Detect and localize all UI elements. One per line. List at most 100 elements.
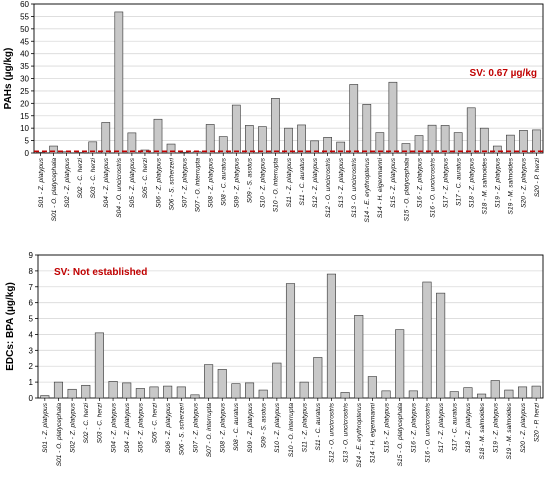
- bar: [245, 382, 255, 399]
- y-tick-label: 55: [20, 12, 29, 21]
- bar: [40, 395, 50, 399]
- category-label: S14 - E. erythropterus: [356, 402, 363, 467]
- category-label: S06 - S. scherzeri: [179, 402, 186, 455]
- category-label: S01 - O. platycephala: [51, 158, 58, 222]
- category-label: S03 - C. herzi: [90, 157, 97, 198]
- bar: [349, 84, 359, 154]
- category-label: S06 - S. scherzeri: [168, 157, 175, 210]
- bar: [231, 104, 241, 154]
- bar: [190, 394, 200, 399]
- bar: [375, 132, 385, 154]
- category-label: S09 - S. asotus: [261, 402, 268, 448]
- bar: [367, 376, 377, 399]
- bar: [122, 382, 132, 399]
- category-label: S16 - O. uncicrostris: [429, 157, 436, 217]
- category-label: S18 - M. salmoides: [482, 157, 489, 214]
- category-label: S19 - M. salmoides: [508, 157, 515, 214]
- category-label: S11 - Z. platypus: [301, 402, 308, 452]
- bar: [271, 98, 280, 154]
- category-label: S11 - C. auratus: [315, 402, 322, 450]
- bar: [176, 386, 186, 399]
- bar: [81, 384, 91, 399]
- sv-annotation: SV: Not established: [54, 267, 147, 278]
- category-label: S17 - C. auratus: [452, 402, 459, 451]
- bar: [479, 127, 489, 154]
- bar: [163, 385, 173, 399]
- y-tick-label: 25: [20, 87, 29, 96]
- bar: [272, 362, 282, 399]
- category-label: S05 - Z. platypus: [129, 157, 136, 208]
- category-label: S20 - P. herzi: [534, 157, 541, 197]
- category-label: S07 - Z. platypus: [181, 157, 188, 208]
- category-label: S02 - C. herzi: [77, 157, 84, 198]
- category-label: S07 - O. interrupta: [206, 403, 213, 458]
- category-label: S12 - Z. platypus: [312, 157, 319, 208]
- category-label: S02 - Z. platypus: [69, 402, 76, 453]
- bar: [466, 107, 476, 154]
- category-label: S09 - Z. platypus: [247, 402, 254, 453]
- y-tick-label: 50: [20, 25, 29, 34]
- category-label: S02 - C. herzi: [83, 402, 90, 443]
- category-label: S14 - H. eigenmanni: [377, 157, 384, 218]
- bar: [519, 130, 528, 154]
- y-tick-label: 2: [29, 362, 34, 371]
- category-label: S01 - O. platycephala: [56, 403, 63, 467]
- category-label: S05 - C. herzi: [142, 157, 149, 198]
- bar: [205, 124, 215, 154]
- bar: [101, 122, 111, 154]
- bar: [299, 381, 309, 399]
- bar: [395, 329, 405, 399]
- bar: [127, 132, 137, 154]
- y-tick-label: 45: [20, 37, 29, 46]
- bar: [284, 127, 293, 154]
- category-label: S08 - C. auratus: [233, 402, 240, 451]
- category-label: S08 - Z. platypus: [220, 402, 227, 453]
- category-label: S18 - Z. platypus: [465, 402, 472, 453]
- bar: [532, 129, 541, 154]
- category-label: S12 - O. uncicrostris: [325, 157, 332, 217]
- bar: [297, 124, 306, 154]
- y-axis-title: EDCs: BPA (µg/kg): [5, 282, 16, 371]
- bar: [217, 369, 227, 399]
- category-label: S19 - Z. platypus: [493, 402, 500, 453]
- category-label: S13 - O. uncicrostris: [351, 157, 358, 217]
- category-label: S08 - C. auratus: [221, 157, 228, 206]
- y-tick-label: 6: [29, 299, 34, 308]
- bar: [340, 392, 350, 399]
- y-tick-label: 0: [29, 394, 34, 403]
- category-label: S03 - C. herzi: [97, 402, 104, 443]
- sv-label: SV: 0.67 µg/kg: [470, 68, 537, 79]
- bar: [67, 388, 77, 399]
- bar: [36, 151, 45, 154]
- category-label: S09 - Z. platypus: [234, 157, 241, 208]
- chart-panel-1: 0 5 10 15 20 25 30 35 40 45 50 55 60 S01 - Z. platypu…: [3, 0, 544, 223]
- bar: [258, 389, 268, 399]
- category-label: S12 - O. uncicrostris: [329, 402, 336, 462]
- category-label: S01 - Z. platypus: [38, 157, 45, 208]
- bar: [204, 364, 214, 399]
- y-tick-label: 60: [20, 0, 29, 9]
- category-label: S09 - S. asotus: [247, 157, 254, 203]
- bar: [504, 389, 514, 399]
- bar: [531, 385, 541, 399]
- category-label: S20 - Z. platypus: [520, 402, 527, 453]
- category-label: S14 - H. eigenmanni: [370, 402, 377, 463]
- category-label: S13 - Z. platypus: [338, 157, 345, 208]
- category-label: S11 - Z. platypus: [286, 157, 293, 207]
- bar: [179, 151, 189, 154]
- y-tick-label: 1: [29, 378, 34, 387]
- y-tick-label: 9: [29, 251, 34, 260]
- category-label: S08 - Z. platypus: [207, 157, 214, 208]
- category-label: S10 - O. interrupta: [288, 403, 295, 458]
- y-tick-label: 30: [20, 75, 29, 84]
- bar: [53, 381, 64, 399]
- category-label: S15 - O. platycephala: [397, 403, 404, 467]
- bar: [463, 387, 473, 399]
- bar: [440, 125, 450, 154]
- bar: [449, 391, 459, 399]
- bar: [436, 292, 446, 399]
- y-axis-title: PAHs (µg/kg): [3, 48, 14, 110]
- category-label: S05 - C. herzi: [151, 402, 158, 443]
